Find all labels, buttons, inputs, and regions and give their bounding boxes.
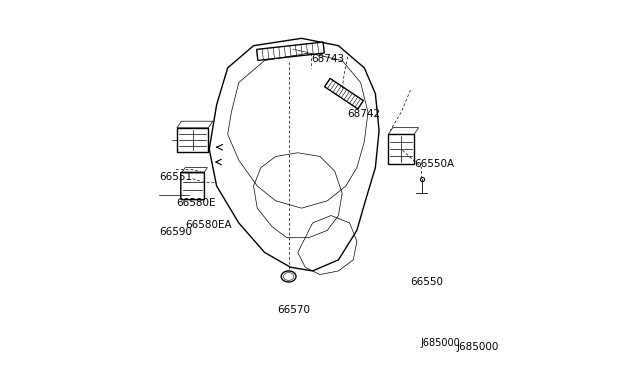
Text: J685000: J685000 (420, 339, 460, 349)
Text: 66550: 66550 (410, 277, 444, 287)
Text: 66551: 66551 (159, 172, 193, 182)
Text: 66550A: 66550A (414, 159, 454, 169)
Text: 68742: 68742 (348, 109, 381, 119)
Text: 66570: 66570 (278, 305, 310, 315)
Text: 68743: 68743 (311, 54, 344, 64)
Text: 66580E: 66580E (176, 198, 216, 208)
Text: 66590: 66590 (159, 227, 193, 237)
Text: 66580EA: 66580EA (185, 220, 232, 230)
Text: J685000: J685000 (456, 341, 499, 352)
